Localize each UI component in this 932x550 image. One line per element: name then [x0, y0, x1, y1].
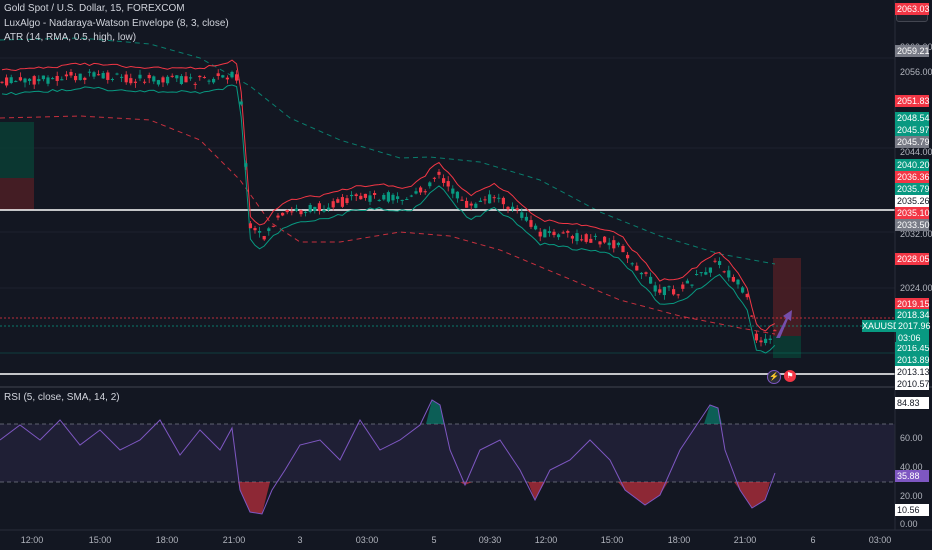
lightning-icon[interactable]: ⚡	[767, 370, 781, 384]
time-tick: 6	[810, 535, 816, 545]
price-tick: 2044.00	[900, 147, 932, 157]
price-level-box: 2045.97	[895, 124, 930, 136]
rsi-band-zone	[0, 424, 895, 482]
rsi-current-box: 35.88	[895, 470, 929, 482]
price-level-box: 2051.83	[895, 95, 930, 107]
price-level-box: 2010.57	[895, 378, 930, 390]
price-level-box: 2059.21	[895, 45, 930, 57]
price-tick: 2032.00	[900, 229, 932, 239]
price-tick: 2056.00	[900, 67, 932, 77]
price-level-box: 2013.89	[895, 354, 930, 366]
time-tick: 03:00	[355, 535, 379, 545]
symbol-price-tag: XAUUSD	[862, 320, 900, 332]
time-tick: 15:00	[600, 535, 624, 545]
envelope-lower-dashed	[0, 115, 776, 335]
rsi-tick: 60.00	[900, 433, 923, 443]
rsi-tick: 0.00	[900, 519, 918, 529]
time-tick: 12:00	[20, 535, 44, 545]
indicator-legend-rsi[interactable]: RSI (5, close, SMA, 14, 2)	[4, 392, 120, 403]
price-level-box: 2016.45	[895, 342, 930, 354]
candles-group	[0, 68, 777, 347]
symbol-title[interactable]: Gold Spot / U.S. Dollar, 15, FOREXCOM	[4, 3, 185, 14]
time-tick: 21:00	[222, 535, 246, 545]
price-level-box: 2048.54	[895, 112, 930, 124]
time-tick: 21:00	[733, 535, 757, 545]
current-price-tag: 2017.96 03:06	[896, 320, 931, 345]
indicator-legend-atr[interactable]: ATR (14, RMA, 0.5, high, low)	[4, 32, 137, 43]
risk-reward-box-profit[interactable]	[0, 122, 34, 178]
price-level-box: 2035.26	[895, 195, 930, 207]
time-tick: 09:30	[478, 535, 502, 545]
rsi-high-box: 84.83	[895, 397, 929, 409]
grid-lines	[0, 57, 895, 289]
time-tick: 12:00	[534, 535, 558, 545]
envelope-upper-dashed	[0, 37, 776, 265]
risk-reward-box-loss[interactable]	[0, 178, 34, 210]
price-level-box: 2013.13	[895, 366, 930, 378]
indicator-legend-envelope[interactable]: LuxAlgo - Nadaraya-Watson Envelope (8, 3…	[4, 18, 229, 29]
time-tick: 18:00	[155, 535, 179, 545]
rsi-line	[0, 399, 776, 515]
price-level-box: 2028.05	[895, 253, 930, 265]
time-tick: 18:00	[667, 535, 691, 545]
envelope-upper-band	[1, 59, 776, 332]
price-level-box: 2035.10	[895, 207, 930, 219]
rsi-tick: 40.00	[900, 462, 923, 472]
price-level-box: 2063.03	[895, 3, 930, 15]
price-tick: 2024.00	[900, 283, 932, 293]
price-level-box: 2019.15	[895, 298, 930, 310]
time-tick: 5	[431, 535, 437, 545]
price-level-box: 2045.79	[895, 136, 930, 148]
flag-icon[interactable]: ⚑	[784, 370, 796, 382]
risk-reward-box-profit-right[interactable]	[773, 336, 801, 358]
price-level-box: 2040.20	[895, 159, 930, 171]
rsi-extreme-fills	[238, 400, 770, 514]
time-tick: 3	[297, 535, 303, 545]
envelope-lower-band	[1, 84, 776, 354]
rsi-low-box: 10.56	[895, 504, 929, 516]
price-level-box: 2018.34	[895, 309, 930, 321]
time-tick: 03:00	[868, 535, 892, 545]
risk-reward-box-loss-right[interactable]	[773, 258, 801, 336]
price-level-box: 2036.36	[895, 171, 930, 183]
time-tick: 15:00	[88, 535, 112, 545]
price-level-box: 2033.50	[895, 219, 930, 231]
bar-countdown: 03:06	[898, 333, 921, 343]
rsi-tick: 20.00	[900, 491, 923, 501]
projection-arrow[interactable]	[776, 310, 792, 338]
current-price: 2017.96	[898, 321, 931, 331]
price-level-box: 2035.79	[895, 183, 930, 195]
